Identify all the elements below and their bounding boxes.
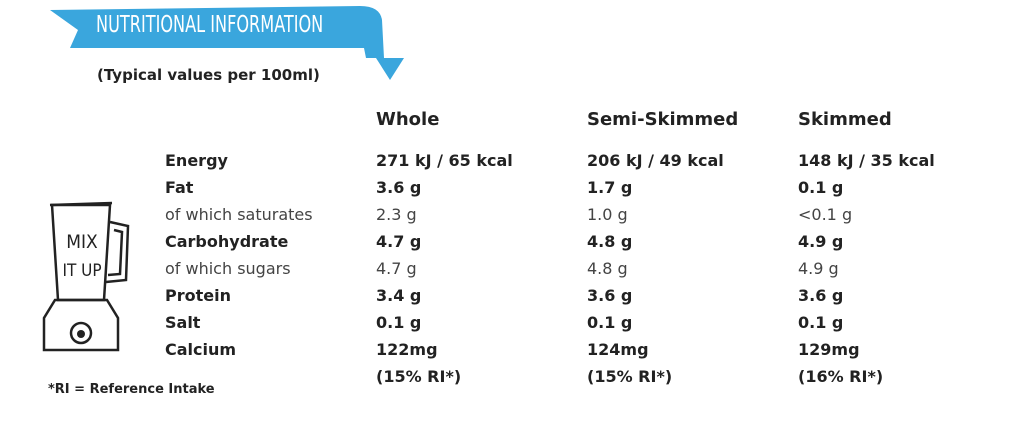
row-label: Protein (165, 286, 231, 305)
value: 3.4 g (376, 286, 422, 305)
value: 122mg (376, 340, 438, 359)
row-label: Calcium (165, 340, 237, 359)
blender-dot (77, 330, 85, 338)
icon-text: MIX (66, 231, 98, 253)
value: 3.6 g (587, 286, 633, 305)
note: (15% RI*) (376, 367, 462, 386)
value: 1.7 g (587, 178, 633, 197)
note: (16% RI*) (798, 367, 884, 386)
value: 124mg (587, 340, 649, 359)
row-label: of which sugars (165, 259, 291, 278)
column-header: Skimmed (798, 109, 892, 130)
row-label: Fat (165, 178, 194, 197)
value: 271 kJ / 65 kcal (376, 151, 513, 170)
title: NUTRITIONAL INFORMATION (96, 12, 324, 38)
note: (15% RI*) (587, 367, 673, 386)
value: 0.1 g (798, 313, 844, 332)
icon-text: IT UP (62, 261, 101, 281)
value: 1.0 g (587, 205, 628, 224)
value: 4.7 g (376, 232, 422, 251)
value: 3.6 g (798, 286, 844, 305)
value: <0.1 g (798, 205, 853, 224)
blender-icon (42, 201, 130, 352)
column-header: Semi-Skimmed (587, 109, 739, 130)
row-label: Carbohydrate (165, 232, 289, 251)
value: 4.7 g (376, 259, 417, 278)
footnote: *RI = Reference Intake (48, 382, 215, 397)
value: 0.1 g (376, 313, 422, 332)
value: 148 kJ / 35 kcal (798, 151, 935, 170)
value: 3.6 g (376, 178, 422, 197)
value: 0.1 g (798, 178, 844, 197)
value: 4.8 g (587, 232, 633, 251)
banner (50, 6, 404, 80)
value: 4.9 g (798, 232, 844, 251)
row-label: of which saturates (165, 205, 313, 224)
value: 2.3 g (376, 205, 417, 224)
subtitle: (Typical values per 100ml) (97, 66, 320, 84)
value: 0.1 g (587, 313, 633, 332)
column-header: Whole (376, 109, 440, 130)
row-label: Salt (165, 313, 201, 332)
value: 206 kJ / 49 kcal (587, 151, 724, 170)
value: 4.9 g (798, 259, 839, 278)
value: 129mg (798, 340, 860, 359)
value: 4.8 g (587, 259, 628, 278)
row-label: Energy (165, 151, 228, 170)
